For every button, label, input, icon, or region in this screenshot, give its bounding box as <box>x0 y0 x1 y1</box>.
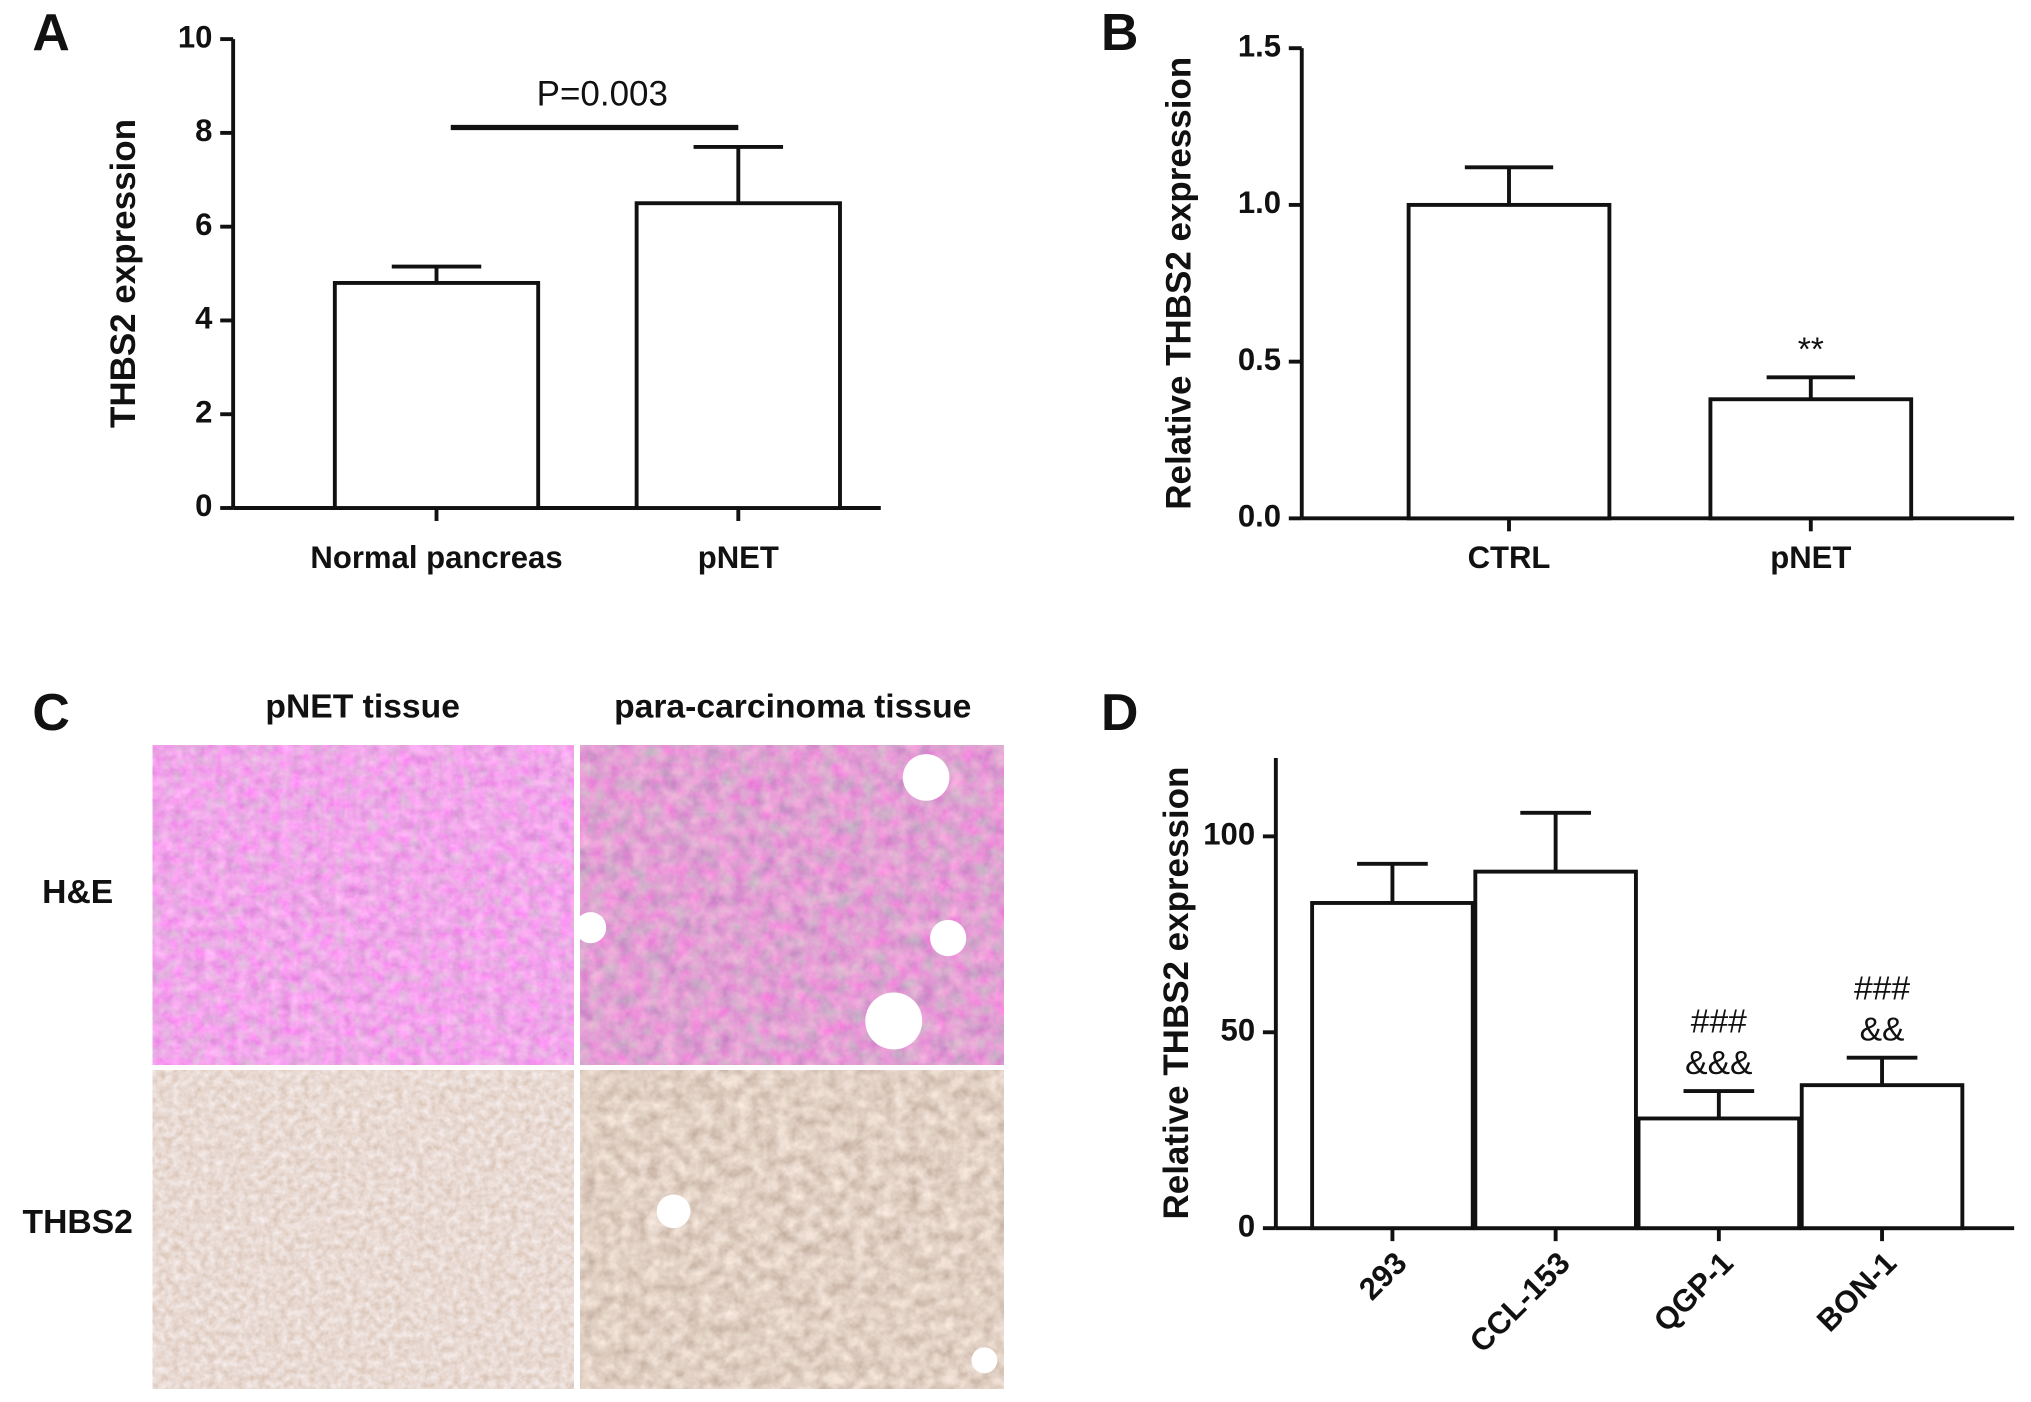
error-bar <box>1766 375 1855 400</box>
x-tick-label: QGP-1 <box>1647 1245 1740 1338</box>
x-tick-label: CTRL <box>1468 540 1551 575</box>
micrograph <box>580 1070 1004 1389</box>
y-tick-label: 6 <box>195 207 212 242</box>
error-bar <box>1683 1089 1755 1119</box>
error-bar <box>391 264 482 283</box>
x-tick-label: CCL-153 <box>1463 1245 1577 1359</box>
micrograph <box>152 745 574 1065</box>
panel-label: D <box>1101 683 1138 741</box>
row-header: H&E <box>42 874 113 911</box>
y-tick-label: 0 <box>1238 1208 1255 1243</box>
bar <box>1473 869 1638 1231</box>
error-bar <box>693 145 784 204</box>
panel-label: A <box>32 3 69 61</box>
y-tick-label: 4 <box>195 301 213 336</box>
bar <box>1708 397 1914 521</box>
error-bar <box>1846 1055 1918 1086</box>
y-tick-label: 50 <box>1221 1012 1256 1047</box>
y-tick-label: 0.5 <box>1238 342 1281 377</box>
y-tick-label: 1.0 <box>1238 185 1281 220</box>
y-axis-label: Relative THBS2 expression <box>1160 57 1199 510</box>
annotation: ** <box>1798 331 1824 368</box>
x-tick-label: pNET <box>1770 540 1851 575</box>
tissue-voids <box>575 754 998 1374</box>
x-tick-label: pNET <box>698 540 779 575</box>
bar <box>634 201 842 510</box>
panel-c: C pNET tissue para-carcinoma tissue H&E … <box>23 683 1004 1389</box>
micrograph <box>152 1070 574 1389</box>
annotation: ### <box>1691 1004 1747 1041</box>
panel-label: C <box>32 683 69 741</box>
annotation: &&& <box>1685 1045 1752 1082</box>
x-tick-label: BON-1 <box>1810 1245 1903 1338</box>
bar <box>332 280 541 510</box>
error-bar <box>1520 810 1591 872</box>
y-axis-label: THBS2 expression <box>104 119 143 428</box>
bar <box>1636 1116 1802 1231</box>
annotation: ### <box>1854 970 1910 1007</box>
row-header: THBS2 <box>23 1204 133 1241</box>
error-bar <box>1357 861 1428 903</box>
column-header: para-carcinoma tissue <box>614 689 971 726</box>
x-tick-label: Normal pancreas <box>310 540 562 575</box>
x-tick-label: 293 <box>1352 1245 1413 1306</box>
column-header: pNET tissue <box>265 689 460 726</box>
y-tick-label: 0.0 <box>1238 499 1281 534</box>
y-tick-label: 10 <box>178 19 213 54</box>
y-tick-label: 100 <box>1203 817 1255 852</box>
y-tick-label: 0 <box>195 488 212 523</box>
bar <box>1310 901 1475 1231</box>
y-tick-label: 2 <box>195 394 212 429</box>
y-tick-label: 8 <box>195 113 212 148</box>
panel-label: B <box>1101 3 1138 61</box>
annotation: && <box>1860 1012 1905 1049</box>
annotation: P=0.003 <box>537 75 668 114</box>
error-bar <box>1464 165 1554 205</box>
y-tick-label: 1.5 <box>1238 28 1281 63</box>
bar <box>1799 1083 1965 1231</box>
y-axis-label: Relative THBS2 expression <box>1157 767 1196 1220</box>
bar <box>1406 202 1612 521</box>
